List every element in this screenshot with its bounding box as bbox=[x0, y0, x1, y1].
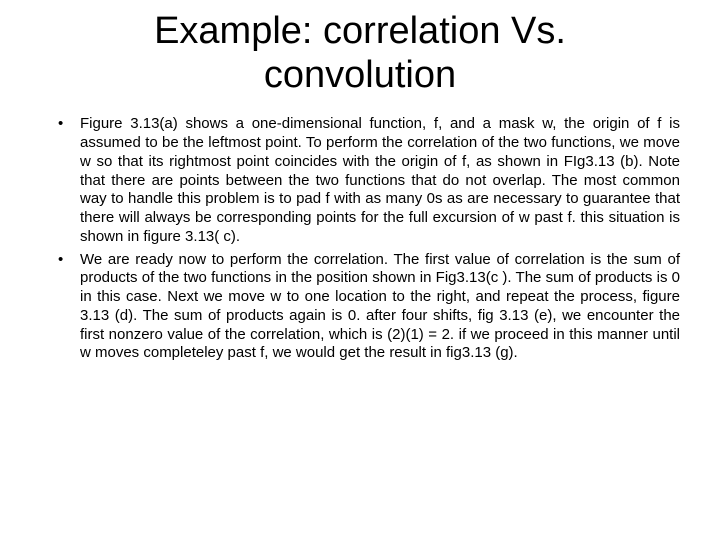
slide-title: Example: correlation Vs. convolution bbox=[40, 10, 680, 97]
list-item: We are ready now to perform the correlat… bbox=[58, 251, 680, 364]
slide-container: Example: correlation Vs. convolution Fig… bbox=[0, 0, 720, 540]
list-item: Figure 3.13(a) shows a one-dimensional f… bbox=[58, 115, 680, 246]
bullet-list: Figure 3.13(a) shows a one-dimensional f… bbox=[40, 115, 680, 363]
